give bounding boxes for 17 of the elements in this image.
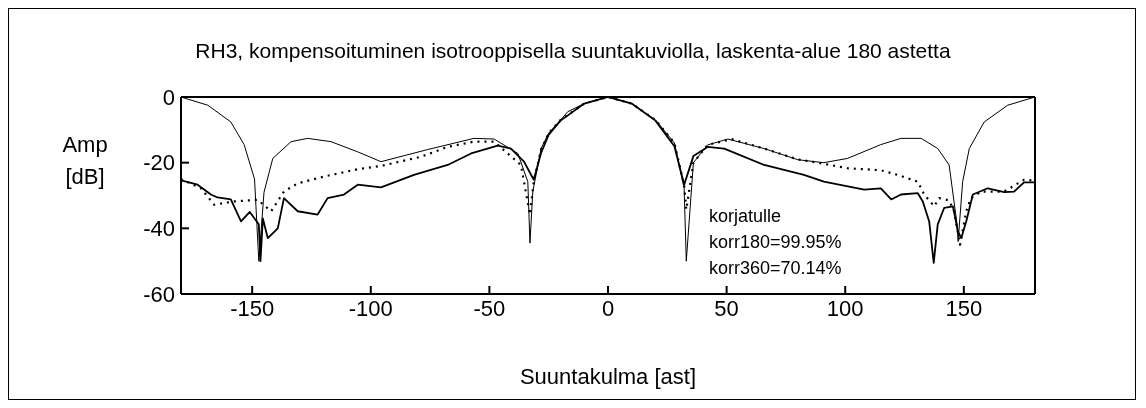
x-tick-label: 50 [714,295,739,321]
x-tick-label: -100 [348,295,393,321]
x-tick-label: -150 [230,295,275,321]
annotation: korr360=70.14% [709,257,842,280]
x-tick-label: 150 [945,295,983,321]
chart-title: RH3, kompensoituminen isotrooppisella suuntakuviolla, laskenta-alue 180 astetta [194,39,952,63]
annotation: korr180=99.95% [709,231,842,254]
annotation: korjatulle [709,205,783,228]
y-tick-label: -60 [143,281,175,307]
y-tick-label: -40 [143,216,175,242]
x-axis-title: Suuntakulma [ast] [518,364,698,390]
x-tick-label: 100 [826,295,864,321]
y-tick-label: 0 [162,84,175,110]
y-tick-label: -20 [143,150,175,176]
x-tick-label: 0 [601,295,615,321]
x-tick-label: -50 [473,295,506,321]
y-axis-title: Amp [dB] [61,131,109,191]
